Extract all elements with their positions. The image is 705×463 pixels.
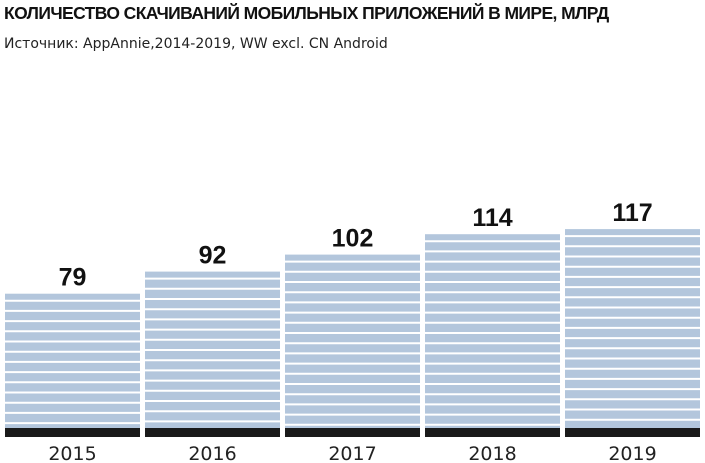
axis-segment-2019 [565,428,700,437]
chart-title: КОЛИЧЕСТВО СКАЧИВАНИЙ МОБИЛЬНЫХ ПРИЛОЖЕН… [4,3,609,23]
chart-subtitle: Источник: AppAnnie,2014-2019, WW excl. C… [4,36,388,52]
category-label-2015: 2015 [48,443,96,463]
bar-rect-2017 [285,254,420,428]
category-label-2018: 2018 [468,443,516,463]
value-label-2016: 92 [199,242,227,270]
bar-2017 [285,254,420,428]
value-label-2019: 117 [612,199,652,227]
bar-2018 [425,234,560,428]
bar-2019 [565,229,700,428]
axis-segment-2018 [425,428,560,437]
value-label-2015: 79 [59,264,87,292]
axis-segment-2016 [145,428,280,437]
bar-2015 [5,293,140,428]
category-label-2017: 2017 [328,443,376,463]
value-label-2018: 114 [472,204,512,232]
bar-2016 [145,271,280,428]
category-label-2019: 2019 [608,443,656,463]
axis-segment-2015 [5,428,140,437]
bar-rect-2018 [425,234,560,428]
axis-segment-2017 [285,428,420,437]
bar-rect-2015 [5,293,140,428]
category-label-2016: 2016 [188,443,236,463]
value-label-2017: 102 [332,225,374,253]
